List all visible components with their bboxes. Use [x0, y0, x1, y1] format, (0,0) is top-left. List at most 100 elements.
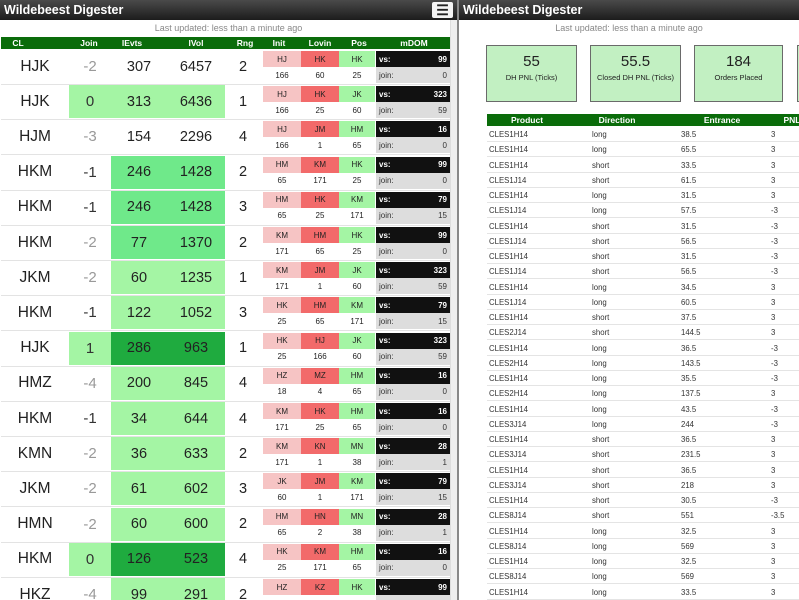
- order-row[interactable]: CLES1H14 long 35.5 -3: [487, 371, 799, 386]
- row-range: 4: [225, 402, 261, 435]
- order-row[interactable]: CLES1H14 short 37.5 3: [487, 310, 799, 325]
- table-row[interactable]: HJK -2 307 6457 2 HJ HK HK 166 60 25 vs: 99 join: 0: [1, 50, 450, 85]
- row-volume: 6436: [167, 85, 225, 119]
- order-row[interactable]: CLES1H14 short 33.5 3: [487, 158, 799, 173]
- row-join-bar: join: 15: [376, 489, 450, 506]
- vs-label: vs:: [379, 230, 391, 240]
- order-row[interactable]: CLES1H14 long 31.5 3: [487, 188, 799, 203]
- order-row[interactable]: CLES2J14 short 144.5 3: [487, 325, 799, 341]
- row-code: HJ: [301, 332, 339, 349]
- order-row[interactable]: CLES1J14 short 56.5 -3: [487, 234, 799, 249]
- row-events: 77: [111, 226, 167, 259]
- row-range: 2: [225, 578, 261, 600]
- join-label: join:: [379, 176, 394, 186]
- order-row[interactable]: CLES1H14 long 65.5 3: [487, 142, 799, 158]
- order-row[interactable]: CLES2H14 long 137.5 3: [487, 386, 799, 402]
- row-count: 2: [317, 528, 323, 538]
- row-join: -2: [69, 472, 111, 506]
- order-cell: CLES1H14: [489, 160, 529, 170]
- order-row[interactable]: CLES1J14 short 56.5 -3: [487, 264, 799, 280]
- join-value: 15: [438, 316, 447, 326]
- row-count: 1: [317, 140, 323, 150]
- order-row[interactable]: CLES1H14 long 38.5 3: [487, 127, 799, 142]
- order-row[interactable]: CLES8J14 short 551 -3.5: [487, 508, 799, 524]
- table-row[interactable]: HKM -1 246 1428 3 HM HK KM 65 25 171 vs: 79 join: 15: [1, 190, 450, 226]
- order-row[interactable]: CLES1H14 short 36.5 3: [487, 463, 799, 478]
- table-row[interactable]: HKM -1 246 1428 2 HM KM HK 65 171 25 vs: 99 join: 0: [1, 155, 450, 191]
- order-cell: -3: [771, 221, 778, 231]
- row-count: 65: [352, 563, 362, 573]
- row-code: KM: [339, 191, 375, 208]
- table-row[interactable]: HKM -1 34 644 4 KM HK HM 171 25 65 vs: 16 join: 0: [1, 402, 450, 437]
- row-events: 34: [111, 402, 167, 435]
- table-row[interactable]: JKM -2 61 602 3 JK JM KM 60 1 171 vs: 79 join: 15: [1, 472, 450, 508]
- vs-value: 79: [438, 300, 447, 310]
- order-row[interactable]: CLES3J14 long 244 -3: [487, 417, 799, 432]
- scrollbar-gutter[interactable]: [450, 20, 457, 600]
- order-row[interactable]: CLES1H14 long 34.5 3: [487, 280, 799, 295]
- row-cl: HMN: [1, 507, 69, 541]
- row-code: HM: [339, 121, 375, 138]
- table-row[interactable]: HKM -2 77 1370 2 KM HM HK 171 65 25 vs: 99 join: 0: [1, 226, 450, 261]
- row-count: 38: [352, 457, 362, 467]
- order-row[interactable]: CLES8J14 long 569 3: [487, 569, 799, 585]
- row-code: JM: [301, 121, 339, 138]
- order-row[interactable]: CLES1H14 short 31.5 -3: [487, 249, 799, 264]
- join-value: 15: [438, 492, 447, 502]
- row-cl: HJK: [1, 50, 69, 83]
- order-cell: CLES1J14: [489, 206, 527, 216]
- row-count: 1: [317, 492, 323, 502]
- table-row[interactable]: HMZ -4 200 845 4 HZ MZ HM 18 4 65 vs: 16 join: 0: [1, 366, 450, 402]
- row-code: JK: [339, 86, 375, 103]
- order-row[interactable]: CLES1H14 long 36.5 -3: [487, 341, 799, 356]
- join-label: join:: [379, 352, 394, 362]
- row-join-bar: join: 15: [376, 207, 450, 224]
- order-cell: 3: [771, 130, 776, 139]
- row-code: HM: [339, 367, 375, 384]
- order-cell: 61.5: [681, 175, 697, 185]
- order-row[interactable]: CLES1J14 short 61.5 3: [487, 173, 799, 188]
- order-row[interactable]: CLES1J14 long 60.5 3: [487, 295, 799, 310]
- table-row[interactable]: KMN -2 36 633 2 KM KN MN 171 1 38 vs: 28 join: 1: [1, 437, 450, 473]
- table-row[interactable]: HJM -3 154 2296 4 HJ JM HM 166 1 65 vs: 16 join: 0: [1, 120, 450, 156]
- order-row[interactable]: CLES3J14 short 231.5 3: [487, 447, 799, 463]
- order-cell: 32.5: [681, 526, 697, 536]
- orders-col-header: Entrance: [703, 115, 741, 125]
- order-row[interactable]: CLES3J14 short 218 3: [487, 478, 799, 493]
- row-events: 61: [111, 472, 167, 506]
- order-row[interactable]: CLES2H14 long 143.5 -3: [487, 356, 799, 371]
- order-row[interactable]: CLES1H14 long 32.5 3: [487, 524, 799, 539]
- row-join-bar: join: 59: [376, 102, 450, 119]
- order-cell: CLES1H14: [489, 252, 529, 261]
- table-row[interactable]: HKM 0 126 523 4 HK KM HM 25 171 65 vs: 16 join: 0: [1, 542, 450, 578]
- table-row[interactable]: HJK 0 313 6436 1 HJ HK JK 166 25 60 vs: 323 join: 59: [1, 85, 450, 121]
- order-row[interactable]: CLES1H14 short 31.5 -3: [487, 219, 799, 234]
- table-row[interactable]: HJK 1 286 963 1 HK HJ JK 25 166 60 vs: 323 join: 59: [1, 331, 450, 367]
- order-row[interactable]: CLES8J14 long 569 3: [487, 539, 799, 554]
- table-row[interactable]: JKM -2 60 1235 1 KM JM JK 171 1 60 vs: 323 join: 59: [1, 261, 450, 297]
- order-row[interactable]: CLES1H14 short 36.5 3: [487, 432, 799, 447]
- row-events: 99: [111, 578, 167, 600]
- order-cell: 3: [771, 282, 776, 292]
- table-row[interactable]: HKM -1 122 1052 3 HK HM KM 25 65 171 vs: 79 join: 15: [1, 296, 450, 332]
- menu-icon[interactable]: ☰: [432, 2, 453, 18]
- row-join: -2: [69, 437, 111, 471]
- order-cell: 3: [771, 541, 776, 551]
- order-row[interactable]: CLES1H14 long 32.5 3: [487, 554, 799, 569]
- order-cell: 3: [771, 587, 776, 597]
- left-app-title: Wildebeest Digester: [4, 3, 124, 17]
- row-range: 2: [225, 226, 261, 259]
- row-count: 25: [352, 246, 362, 256]
- order-row[interactable]: CLES1H14 long 33.5 3: [487, 585, 799, 600]
- stat-value: 55: [523, 53, 540, 70]
- order-row[interactable]: CLES1H14 short 30.5 -3: [487, 493, 799, 508]
- order-cell: CLES1H14: [489, 526, 529, 536]
- order-cell: CLES1H14: [489, 465, 529, 475]
- order-cell: CLES1H14: [489, 282, 529, 292]
- order-row[interactable]: CLES1H14 long 43.5 -3: [487, 402, 799, 417]
- table-row[interactable]: HMN -2 60 600 2 HM HN MN 65 2 38 vs: 28 join: 1: [1, 507, 450, 543]
- row-code: KM: [301, 156, 339, 173]
- row-code: KM: [263, 403, 301, 419]
- order-row[interactable]: CLES1J14 long 57.5 -3: [487, 203, 799, 219]
